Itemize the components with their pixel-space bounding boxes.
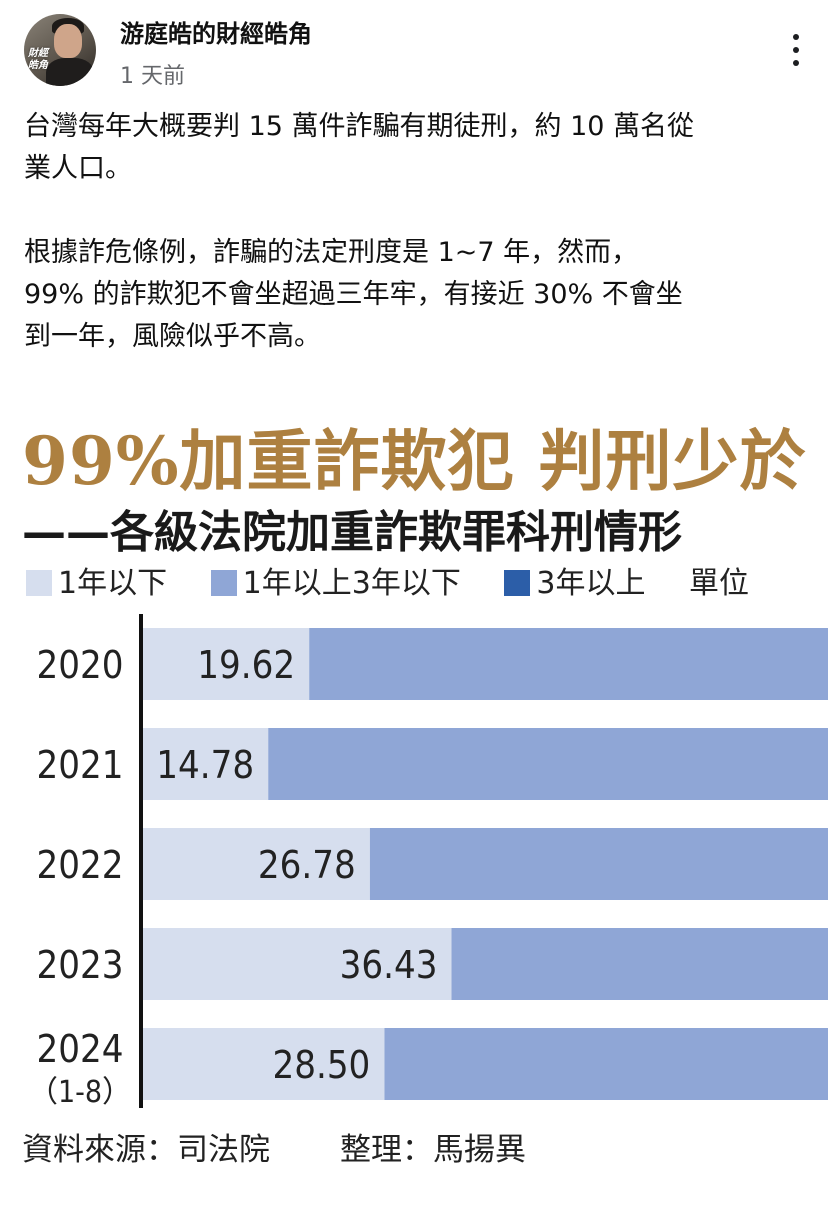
bar-data-label: 19.62 bbox=[197, 643, 295, 687]
bar-segment-1-to-3-years bbox=[309, 628, 828, 700]
bar-data-label: 26.78 bbox=[258, 843, 356, 887]
post-time[interactable]: 1 天前 bbox=[120, 64, 185, 89]
legend-label: 1年以下 bbox=[58, 566, 168, 601]
legend-label: 1年以上3年以下 bbox=[242, 566, 461, 601]
legend-swatch bbox=[210, 570, 237, 596]
legend-item: 3年以上 bbox=[504, 558, 645, 602]
bar-segment-1-to-3-years bbox=[369, 828, 828, 900]
post-paragraph-2: 根據詐危條例，詐騙的法定刑度是 1~7 年，然而， 99% 的詐欺犯不會坐超過三… bbox=[24, 237, 683, 352]
more-dot-icon bbox=[793, 34, 799, 40]
author-name[interactable]: 游庭皓的財經皓角 bbox=[120, 20, 312, 48]
avatar-suit bbox=[46, 58, 94, 86]
category-label: 2022 bbox=[37, 843, 124, 887]
legend-swatch bbox=[26, 570, 52, 596]
data-source: 資料來源：司法院 bbox=[22, 1132, 270, 1168]
category-sublabel: （1-8） bbox=[28, 1075, 132, 1110]
compiled-by: 整理：馬揚異 bbox=[340, 1132, 526, 1168]
post-paragraph-1: 台灣每年大概要判 15 萬件詐騙有期徒刑，約 10 萬名從 業人口。 bbox=[24, 111, 695, 184]
chart-legend: 1年以下 1年以上3年以下 3年以上 單位 bbox=[26, 558, 749, 601]
legend-item: 1年以上3年以下 bbox=[210, 558, 461, 602]
bar-chart: 19.62 2020 14.78 2021 26.78 2022 36.43 2023 28.5… bbox=[28, 614, 828, 1110]
bar-segment-under-1-year bbox=[143, 928, 452, 1000]
bar-segment-under-1-year bbox=[143, 828, 370, 900]
bar-segment-under-1-year bbox=[143, 1028, 385, 1100]
legend-swatch bbox=[504, 570, 531, 596]
category-label: 2024 bbox=[37, 1027, 124, 1071]
legend-unit-label: 單位 bbox=[689, 566, 750, 601]
post-header: 財經皓角 游庭皓的財經皓角 1 天前 bbox=[0, 0, 828, 100]
category-label: 2020 bbox=[37, 643, 124, 687]
category-label: 2021 bbox=[37, 743, 124, 787]
legend-label: 3年以上 bbox=[536, 566, 646, 601]
source-line: 資料來源：司法院 整理：馬揚異 bbox=[22, 1124, 526, 1169]
bar-segment-1-to-3-years bbox=[268, 728, 828, 800]
chart-title: 99%加重詐欺犯 判刑少於 bbox=[22, 422, 807, 500]
post-text: 台灣每年大概要判 15 萬件詐騙有期徒刑，約 10 萬名從 業人口。 根據詐危條… bbox=[24, 106, 804, 358]
avatar-logo-text: 財經皓角 bbox=[28, 48, 48, 71]
bar-segment-1-to-3-years bbox=[384, 1028, 828, 1100]
chart-subtitle: ——各級法院加重詐欺罪科刑情形 bbox=[22, 507, 682, 558]
more-dot-icon bbox=[793, 47, 799, 53]
more-options-button[interactable] bbox=[778, 30, 814, 70]
bar-segment-under-1-year bbox=[143, 628, 310, 700]
legend-item: 1年以下 bbox=[26, 558, 167, 602]
more-dot-icon bbox=[793, 60, 799, 66]
bar-segment-1-to-3-years bbox=[451, 928, 828, 1000]
avatar-face bbox=[54, 24, 82, 58]
infographic-image[interactable]: 99%加重詐欺犯 判刑少於 ——各級法院加重詐欺罪科刑情形 1年以下 1年以上3… bbox=[0, 386, 828, 1214]
bar-data-label: 28.50 bbox=[272, 1043, 370, 1087]
bar-data-label: 36.43 bbox=[340, 943, 438, 987]
bar-data-label: 14.78 bbox=[156, 743, 254, 787]
bar-segment-under-1-year bbox=[143, 728, 269, 800]
category-label: 2023 bbox=[37, 943, 124, 987]
avatar[interactable]: 財經皓角 bbox=[24, 14, 96, 86]
